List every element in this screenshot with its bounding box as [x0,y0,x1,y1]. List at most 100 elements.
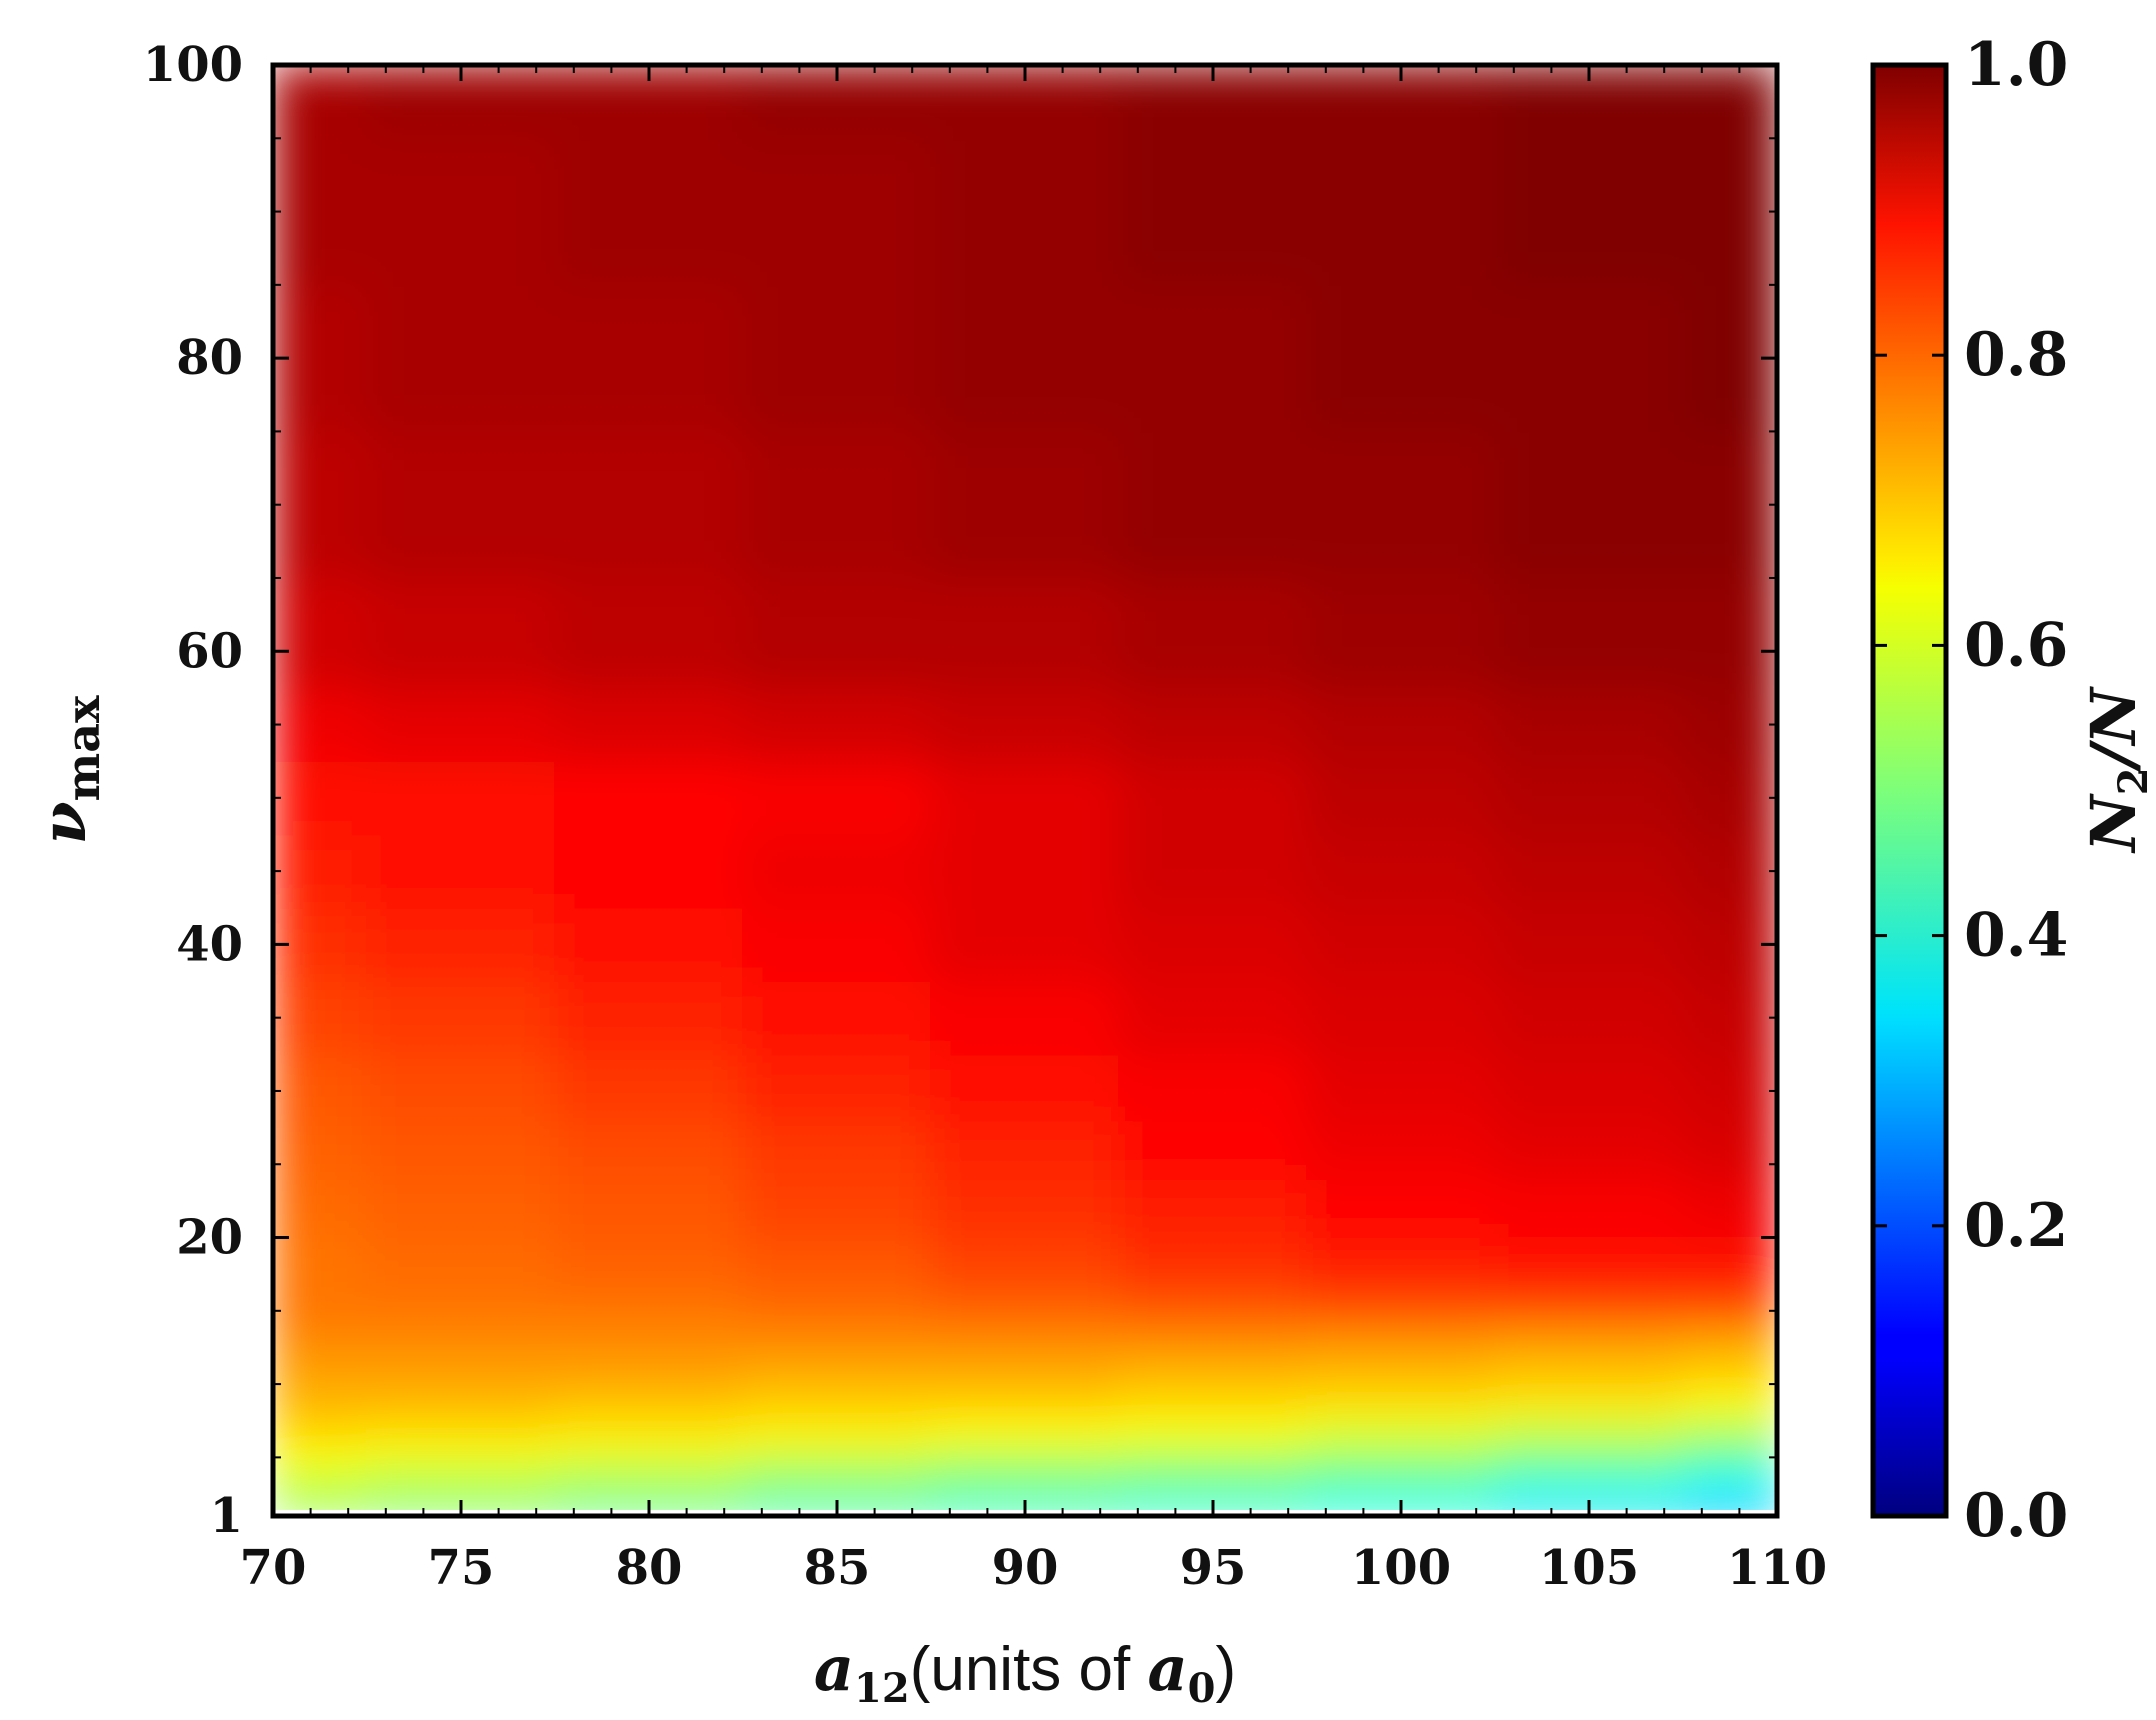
heatmap-cell [930,686,1120,763]
heatmap-cell [366,1441,556,1473]
heatmap-cell [366,1177,556,1239]
heatmap-cell [1494,686,1684,763]
heatmap-cell [554,1471,744,1503]
heatmap-cell [366,577,556,689]
heatmap-cell [1682,137,1777,286]
heatmap-cell [930,1236,1120,1290]
cb-label-sub: 2 [2110,767,2156,795]
heatmap-cell [742,1471,932,1503]
x-label-main: a [814,1632,854,1705]
heatmap-cell [273,1383,368,1415]
colorbar-tick-label: 1.0 [1964,30,2068,100]
heatmap-cell [930,1053,1120,1122]
heatmap-cell [273,1053,368,1122]
x-label-unit-main: a [1147,1632,1187,1705]
heatmap-cell [366,1324,556,1356]
y-tick-label: 60 [176,623,243,679]
heatmap-cell [1494,1236,1684,1290]
heatmap-cell [366,760,556,836]
heatmap-cell [742,1412,932,1444]
heatmap-cell [930,1324,1120,1356]
heatmap-cell [1118,1353,1308,1386]
heatmap-cell [742,980,932,1056]
heatmap-cell [1118,1053,1308,1122]
heatmap-cell [366,980,556,1056]
heatmap-cell [1494,1287,1684,1327]
svg-text:N2/N: N2/N [2077,686,2156,854]
heatmap-cell [1306,1287,1496,1327]
heatmap-cell [1306,430,1496,579]
heatmap-cell [273,577,368,689]
heatmap-cell [1306,1324,1496,1356]
heatmap-cell [1306,833,1496,909]
x-label-rest: (units of [910,1635,1148,1704]
heatmap-cell [742,1053,932,1122]
x-label-unit-sub: 0 [1188,1665,1216,1712]
heatmap-cell [1682,686,1777,763]
heatmap-cell [273,65,368,140]
heatmap-cell [1494,430,1684,579]
heatmap-cell [1494,833,1684,909]
heatmap-cell [366,283,556,433]
heatmap-cells [273,65,1777,1516]
heatmap-cell [742,1324,932,1356]
x-tick-label: 100 [1351,1540,1451,1596]
heatmap-cell [1118,1236,1308,1290]
y-axis-ticks: 1 20 40 60 80 100 [143,37,1777,1544]
heatmap-cell [1306,137,1496,286]
y-tick-label: 20 [176,1210,243,1266]
heatmap-cell [742,1287,932,1327]
heatmap-cell [742,760,932,836]
heatmap-cell [1682,1471,1777,1503]
heatmap-cell [1118,137,1308,286]
heatmap-cell [273,1441,368,1473]
heatmap-cell [1682,1177,1777,1239]
heatmap-cell [1306,1412,1496,1444]
heatmap-cell [1682,577,1777,689]
x-tick-label: 75 [428,1540,495,1596]
plot-area: 70 75 80 85 90 95 100 105 110 1 20 40 60 80 100 [143,37,1827,1596]
heatmap-cell [1682,833,1777,909]
heatmap-cell [366,906,556,983]
heatmap-cell [930,1441,1120,1473]
heatmap-cell [742,906,932,983]
heatmap-cell [1306,1177,1496,1239]
heatmap-cell [1494,137,1684,286]
heatmap-cell [1494,760,1684,836]
heatmap-cell [554,1177,744,1239]
colorbar-bar [1870,62,1949,1519]
heatmap-cell [554,1287,744,1327]
heatmap-cell [1494,906,1684,983]
y-tick-label: 80 [176,330,243,386]
heatmap-cell [554,833,744,909]
svg-text:νmax: νmax [27,695,110,845]
x-tick-label: 90 [992,1540,1059,1596]
heatmap-cell [930,430,1120,579]
heatmap-cell [1306,1353,1496,1386]
heatmap-cell [1494,1412,1684,1444]
heatmap-cell [742,1177,932,1239]
y-axis-title: νmax [27,695,110,845]
heatmap-cell [1682,1412,1777,1444]
heatmap-cell [1118,760,1308,836]
heatmap-cell [273,137,368,286]
heatmap-cell [1306,1471,1496,1503]
heatmap-cell [1118,1412,1308,1444]
heatmap-cell [1494,1471,1684,1503]
heatmap-cell [1306,283,1496,433]
heatmap-cell [1682,1236,1777,1290]
heatmap-cell [366,1471,556,1503]
heatmap-cell [1118,980,1308,1056]
heatmap-cell [1306,1441,1496,1473]
heatmap-cell [1306,760,1496,836]
heatmap-cell [366,137,556,286]
heatmap-cell [930,906,1120,983]
heatmap-cell [366,1412,556,1444]
heatmap-cell [930,760,1120,836]
colorbar-title: N2/N [2077,686,2156,854]
x-tick-label: 85 [804,1540,871,1596]
heatmap-cell [930,1412,1120,1444]
heatmap-cell [1494,1353,1684,1386]
heatmap-cell [366,686,556,763]
